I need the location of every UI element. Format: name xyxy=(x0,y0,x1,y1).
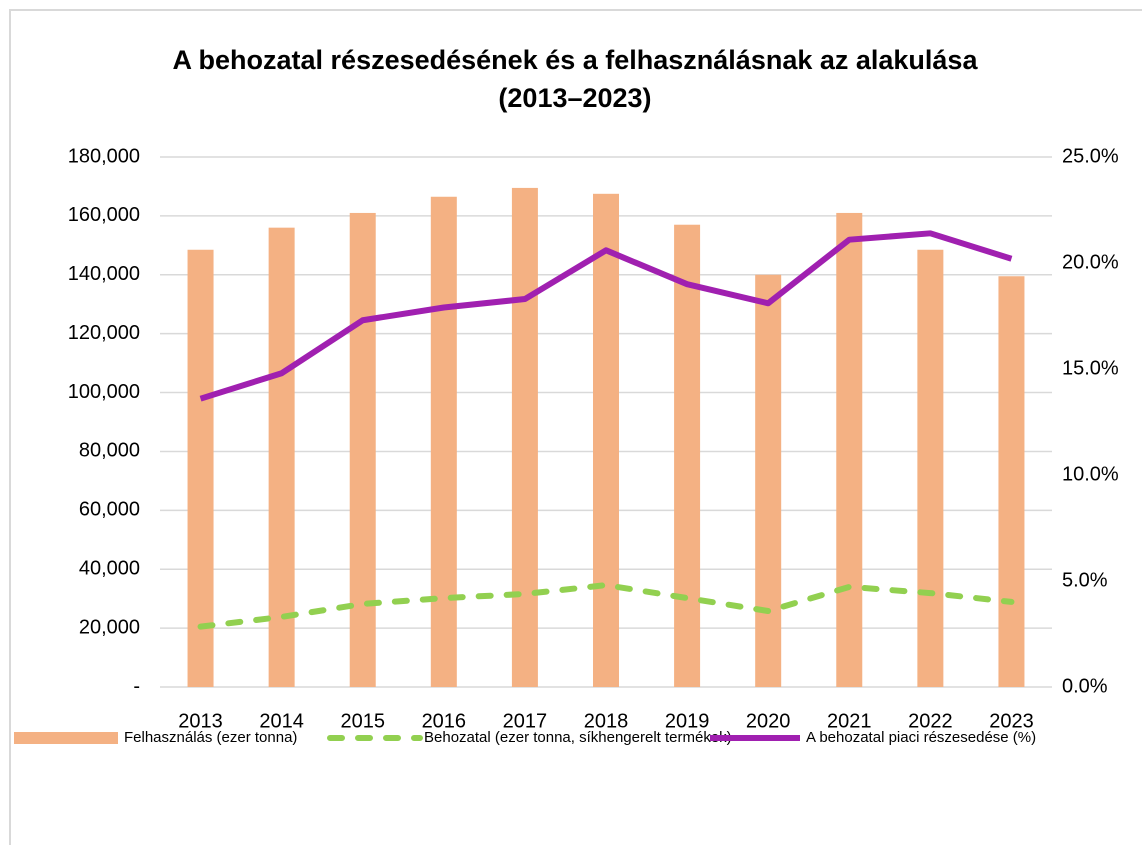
line-series xyxy=(197,582,1015,630)
bar xyxy=(349,212,376,687)
legend-label: A behozatal piaci részesedése (%) xyxy=(806,729,1036,746)
y-tick-label: 120,000 xyxy=(68,322,140,344)
chart-title: (2013–2023) xyxy=(498,83,651,113)
y-tick-label: 60,000 xyxy=(79,499,140,521)
y2-tick-label: 10.0% xyxy=(1062,463,1119,485)
y-tick-label: 160,000 xyxy=(68,204,140,226)
x-tick-label: 2019 xyxy=(665,710,710,732)
x-tick-label: 2015 xyxy=(340,710,385,732)
x-tick-label: 2014 xyxy=(259,710,304,732)
bar xyxy=(836,212,863,687)
y-tick-label: 40,000 xyxy=(79,558,140,580)
bar xyxy=(998,276,1025,687)
y-tick-label: 100,000 xyxy=(68,381,140,403)
y2-tick-label: 25.0% xyxy=(1062,145,1119,167)
y-tick-label: - xyxy=(133,675,140,697)
legend-label: Felhasználás (ezer tonna) xyxy=(124,729,297,746)
y2-tick-label: 5.0% xyxy=(1062,569,1108,591)
bar xyxy=(593,193,619,688)
y2-tick-label: 0.0% xyxy=(1062,675,1108,697)
x-tick-label: 2020 xyxy=(746,710,791,732)
x-tick-label: 2016 xyxy=(422,710,467,732)
bar xyxy=(187,249,214,687)
x-tick-label: 2017 xyxy=(503,710,548,732)
y-tick-label: 140,000 xyxy=(68,263,140,285)
bar xyxy=(674,224,701,687)
bar xyxy=(917,249,944,687)
bar xyxy=(268,227,295,687)
y2-tick-label: 20.0% xyxy=(1062,251,1119,273)
bar xyxy=(430,196,457,687)
y-tick-label: 20,000 xyxy=(79,616,140,638)
bar xyxy=(755,274,782,687)
x-tick-label: 2022 xyxy=(908,710,953,732)
legend-label: Behozatal (ezer tonna, síkhengerelt term… xyxy=(424,729,732,746)
y-tick-label: 180,000 xyxy=(68,145,140,167)
x-tick-label: 2021 xyxy=(827,710,872,732)
bar xyxy=(511,187,538,687)
chart-title: A behozatal részesedésének és a felhaszn… xyxy=(173,45,979,75)
y2-tick-label: 15.0% xyxy=(1062,357,1119,379)
legend-swatch xyxy=(14,732,118,744)
line-series xyxy=(199,230,1013,402)
x-tick-label: 2023 xyxy=(989,710,1034,732)
x-tick-label: 2013 xyxy=(178,710,223,732)
x-tick-label: 2018 xyxy=(584,710,629,732)
y-tick-label: 80,000 xyxy=(79,440,140,462)
